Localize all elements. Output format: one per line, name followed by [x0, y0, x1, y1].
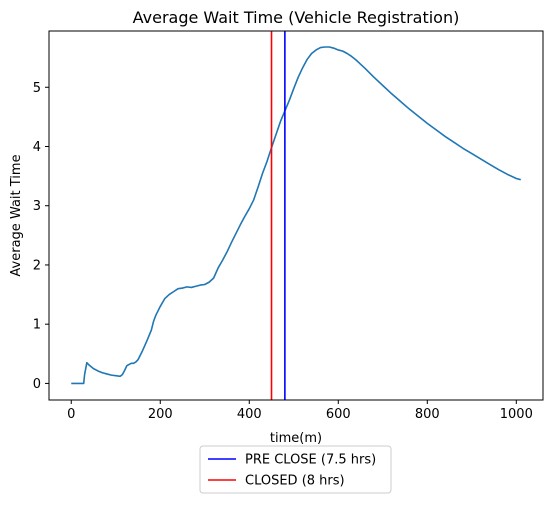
- chart-title: Average Wait Time (Vehicle Registration): [133, 8, 460, 27]
- x-tick-label: 400: [237, 407, 262, 422]
- legend: PRE CLOSE (7.5 hrs) CLOSED (8 hrs): [200, 446, 391, 493]
- y-tick-label: 2: [33, 258, 41, 273]
- y-tick-label: 1: [33, 318, 41, 333]
- y-tick-label: 3: [33, 199, 41, 214]
- x-tick-label: 1000: [500, 407, 533, 422]
- y-axis-label: Average Wait Time: [9, 154, 24, 276]
- y-tick-label: 0: [33, 377, 41, 392]
- legend-label: CLOSED (8 hrs): [245, 474, 345, 489]
- x-axis-label: time(m): [270, 431, 322, 446]
- x-tick-label: 200: [148, 407, 173, 422]
- x-tick-label: 800: [415, 407, 440, 422]
- legend-label: PRE CLOSE (7.5 hrs): [245, 453, 376, 468]
- y-tick-label: 4: [33, 140, 41, 155]
- y-tick-label: 5: [33, 81, 41, 96]
- x-tick-label: 0: [67, 407, 75, 422]
- x-tick-label: 600: [326, 407, 351, 422]
